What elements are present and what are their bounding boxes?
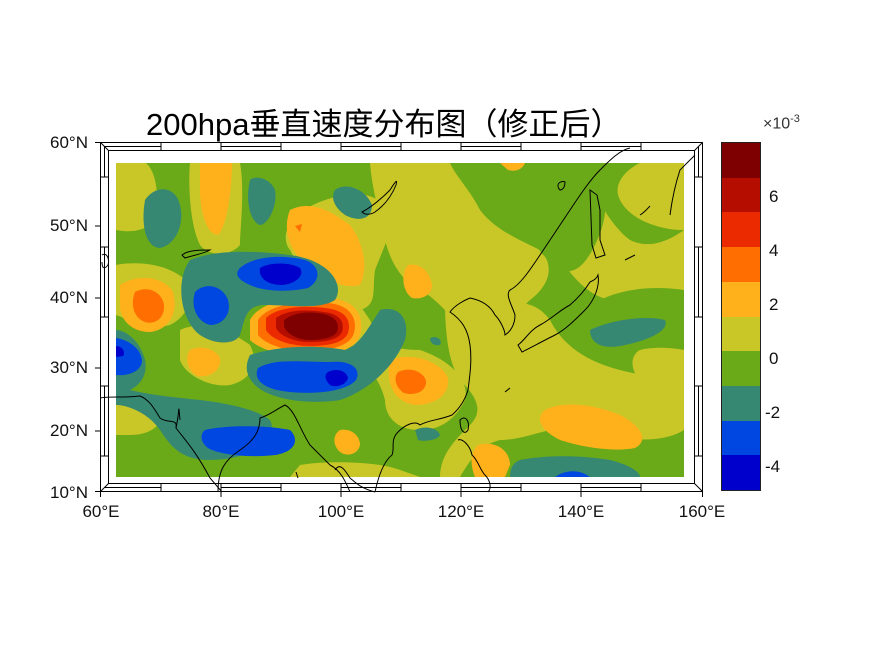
colorbar-swatch <box>722 212 760 248</box>
colorbar-swatch <box>722 351 760 386</box>
colorbar-swatch <box>722 420 760 456</box>
coastlines <box>99 147 696 493</box>
colorbar-tick-0: 0 <box>769 349 779 368</box>
x-tick-60e: 60°E <box>82 502 120 521</box>
contour-field <box>116 163 684 477</box>
colorbar-swatch <box>722 385 760 421</box>
x-tick-100e: 100°E <box>317 502 365 521</box>
y-tick-10n: 10°N <box>50 483 88 502</box>
colorbar-swatch <box>722 177 760 213</box>
chart-title: 200hpa垂直速度分布图（修正后） <box>146 107 622 142</box>
colorbar-tick-neg4: -4 <box>765 457 781 476</box>
x-tick-160e: 160°E <box>678 502 726 521</box>
y-tick-40n: 40°N <box>50 288 88 307</box>
x-tick-120e: 120°E <box>437 502 485 521</box>
colorbar <box>721 142 761 491</box>
colorbar-swatch <box>722 247 760 282</box>
y-tick-60n: 60°N <box>50 133 88 152</box>
x-tick-80e: 80°E <box>202 502 240 521</box>
colorbar-tick-6: 6 <box>769 187 779 206</box>
colorbar-tick-4: 4 <box>769 241 779 260</box>
colorbar-exponent: ×10-3 <box>763 113 800 133</box>
colorbar-swatch <box>722 455 760 491</box>
colorbar-swatch <box>722 143 760 178</box>
y-tick-30n: 30°N <box>50 358 88 377</box>
y-tick-20n: 20°N <box>50 421 88 440</box>
colorbar-tick-2: 2 <box>769 295 779 314</box>
map-frame <box>95 142 703 497</box>
y-tick-50n: 50°N <box>50 216 88 235</box>
x-tick-140e: 140°E <box>557 502 605 521</box>
colorbar-swatch <box>722 281 760 317</box>
colorbar-tick-neg2: -2 <box>765 403 781 422</box>
colorbar-swatch <box>722 316 760 352</box>
